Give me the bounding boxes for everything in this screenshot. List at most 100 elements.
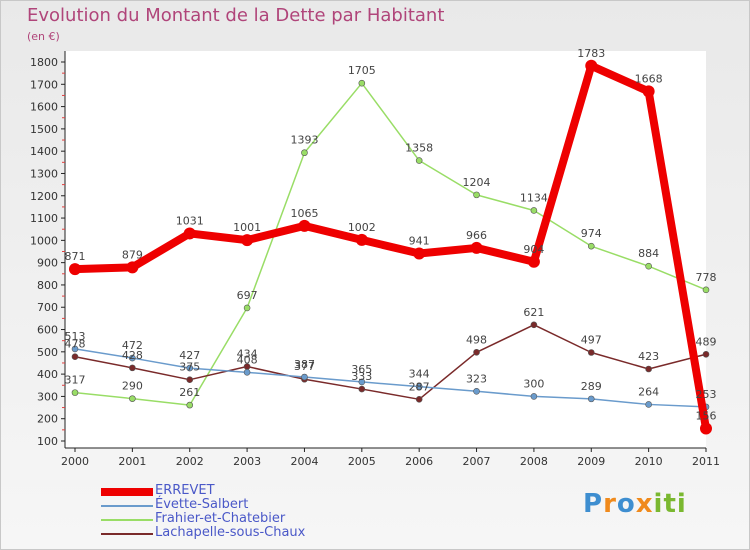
series-line-2 [74, 82, 707, 406]
data-point [69, 263, 81, 276]
y-tick-label: 900 [37, 257, 58, 270]
legend-swatch [101, 533, 153, 535]
data-label: 387 [294, 358, 315, 371]
proxiti-logo: Proxiti [583, 489, 687, 519]
data-point [473, 387, 480, 395]
data-point [530, 207, 538, 214]
x-tick-label: 2006 [405, 455, 433, 468]
data-point [700, 422, 712, 435]
data-point [301, 149, 308, 157]
data-point [642, 85, 655, 98]
data-label: 264 [638, 385, 659, 398]
data-label: 428 [122, 349, 143, 362]
data-label: 1065 [290, 207, 318, 220]
x-tick-label: 2010 [635, 455, 663, 468]
legend-swatch [101, 488, 153, 496]
data-label: 300 [523, 377, 544, 390]
data-point [415, 383, 423, 390]
legend-label: Frahier-et-Chatebier [155, 511, 286, 526]
chart-subtitle: (en €) [27, 30, 60, 43]
data-point [129, 364, 136, 372]
data-label: 377 [294, 360, 315, 373]
data-point [645, 401, 652, 408]
data-label: 1001 [233, 221, 261, 234]
y-tick-label: 600 [37, 324, 58, 337]
data-point [129, 354, 136, 362]
data-label: 375 [179, 361, 200, 374]
data-label: 489 [696, 335, 717, 348]
data-label: 344 [409, 368, 430, 381]
data-label: 974 [581, 227, 602, 240]
legend-swatch [101, 505, 153, 507]
data-label: 478 [65, 338, 86, 351]
data-label: 879 [122, 248, 143, 261]
data-point [301, 373, 308, 381]
x-tick-label: 2009 [577, 455, 605, 468]
data-label: 1134 [520, 191, 548, 204]
data-label: 621 [523, 306, 544, 319]
data-label: 1783 [577, 47, 605, 60]
data-point [358, 79, 366, 87]
series-line-1 [74, 348, 707, 408]
data-point [355, 233, 368, 246]
data-point [470, 241, 483, 254]
y-tick-label: 400 [37, 368, 58, 381]
x-tick-label: 2008 [520, 455, 548, 468]
series-line-0 [71, 61, 710, 433]
x-tick-label: 2003 [233, 455, 261, 468]
y-tick-label: 1800 [30, 56, 58, 69]
x-tick-label: 2011 [692, 455, 720, 468]
x-tick-label: 2005 [348, 455, 376, 468]
y-tick-label: 1400 [30, 145, 58, 158]
y-tick-label: 300 [37, 390, 58, 403]
y-tick-label: 1500 [30, 123, 58, 136]
y-tick-label: 1100 [30, 212, 58, 225]
chart-title: Evolution du Montant de la Dette par Hab… [27, 5, 445, 26]
data-label: 498 [466, 333, 487, 346]
data-label: 1358 [405, 142, 433, 155]
data-label: 904 [523, 243, 544, 256]
legend-swatch [101, 519, 153, 521]
data-label: 323 [466, 372, 487, 385]
data-point [413, 247, 426, 260]
data-point [587, 349, 595, 356]
x-tick-label: 2007 [463, 455, 491, 468]
y-tick-label: 1000 [30, 234, 58, 247]
data-point [473, 191, 480, 199]
data-point [126, 261, 139, 274]
data-point [183, 227, 196, 240]
data-label: 1705 [348, 64, 376, 77]
data-label: 408 [237, 353, 258, 366]
data-label: 261 [179, 386, 200, 399]
y-tick-label: 1300 [30, 167, 58, 180]
y-tick-label: 1700 [30, 78, 58, 91]
data-label: 941 [409, 235, 430, 248]
data-point [358, 385, 366, 393]
data-point [587, 242, 595, 250]
data-point [415, 157, 423, 164]
data-point [186, 376, 194, 383]
data-label: 697 [237, 289, 258, 302]
data-label: 289 [581, 380, 602, 393]
data-point [71, 345, 79, 353]
data-label: 497 [581, 333, 602, 346]
data-point [645, 365, 652, 373]
data-label: 1393 [290, 134, 318, 147]
data-point [530, 321, 538, 329]
legend-label: Lachapelle-sous-Chaux [155, 525, 306, 540]
data-point [186, 401, 194, 409]
data-label: 1031 [176, 214, 204, 227]
data-point [243, 304, 251, 312]
x-tick-label: 2004 [290, 455, 318, 468]
data-point [71, 353, 79, 361]
legend-label: ERREVET [155, 483, 215, 498]
data-point [530, 393, 538, 400]
data-point [358, 378, 366, 386]
data-point [415, 396, 423, 403]
data-point [587, 395, 595, 403]
y-tick-label: 200 [37, 413, 58, 426]
x-tick-label: 2001 [118, 455, 146, 468]
data-point [129, 395, 136, 402]
y-tick-label: 700 [37, 301, 58, 314]
